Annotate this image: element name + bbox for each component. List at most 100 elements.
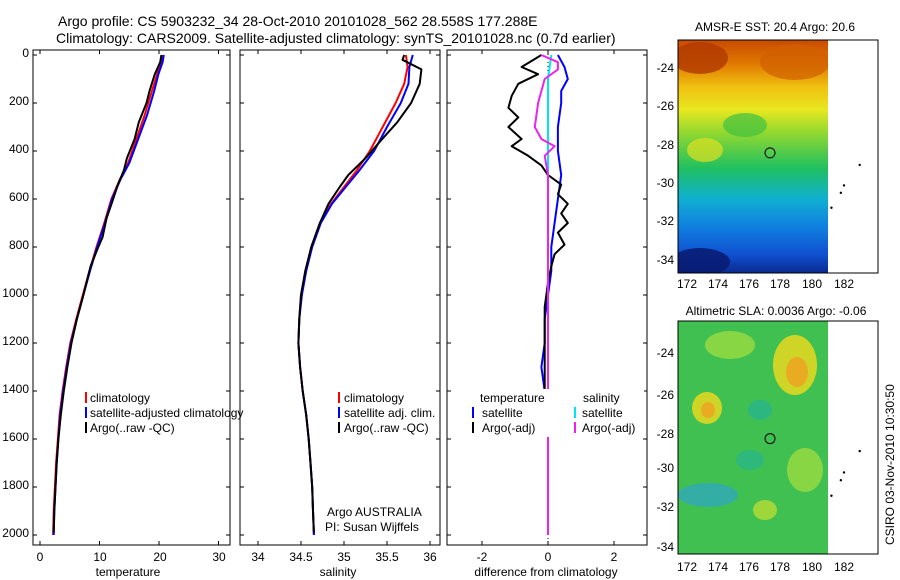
temp-xtick-0: 0 <box>37 550 44 564</box>
legend-swatch-argo <box>85 422 87 433</box>
sla-high-2-core <box>701 402 715 418</box>
sst-map-frame <box>677 39 879 274</box>
sla-xtick-172: 172 <box>677 560 697 574</box>
sla-xtick-174: 174 <box>708 560 728 574</box>
sst-ytick-26: -26 <box>657 99 675 113</box>
sla-map-title: Altimetric SLA: 0.0036 Argo: -0.06 <box>686 304 867 318</box>
sal-legend-climatology: climatology <box>344 391 404 405</box>
sst-warm-patch-2 <box>760 44 828 80</box>
legend-satellite-adjusted: satellite-adjusted climatology <box>90 406 243 420</box>
sla-y-tick-labels: -24 -26 -28 -30 -32 -34 <box>657 346 675 554</box>
salinity-profile-line-1 <box>297 54 414 536</box>
temp-xtick-30: 30 <box>212 550 226 564</box>
sal-legend-swatch-satellite <box>338 407 340 418</box>
sla-mid-2 <box>787 448 823 492</box>
sst-warm-patch <box>678 42 728 74</box>
sla-low-1 <box>678 483 738 507</box>
sst-ytick-28: -28 <box>657 138 675 152</box>
sla-x-tick-labels: 172 174 176 178 180 182 <box>677 560 854 574</box>
temperature-profile-line-1 <box>52 54 165 536</box>
sla-xtick-176: 176 <box>739 560 759 574</box>
sla-mid-1 <box>705 331 755 359</box>
sla-high-1-core <box>786 357 808 387</box>
sla-xtick-182: 182 <box>834 560 854 574</box>
sst-warm-eddy <box>687 138 723 162</box>
sal-xtick-34.5: 34.5 <box>289 550 313 564</box>
salinity-series <box>297 54 423 536</box>
ytick-0: 0 <box>22 46 29 60</box>
sla-islands <box>830 449 861 497</box>
sla-low-3 <box>736 450 764 470</box>
sst-xtick-182: 182 <box>834 277 854 291</box>
diff-legend-swatch-sal-sat <box>574 407 576 418</box>
salinity-profile-line-2 <box>297 54 423 533</box>
sla-ytick-26: -26 <box>657 388 675 402</box>
ytick-1000: 1000 <box>2 286 29 300</box>
ytick-1200: 1200 <box>2 334 29 348</box>
difference-axes <box>446 49 648 546</box>
ytick-1400: 1400 <box>2 382 29 396</box>
ytick-600: 600 <box>9 190 29 204</box>
ytick-2000: 2000 <box>2 526 29 540</box>
sst-xtick-176: 176 <box>739 277 759 291</box>
sst-islands <box>830 163 861 209</box>
sla-heatmap <box>678 321 828 554</box>
island-dot-3 <box>830 494 833 497</box>
temperature-series <box>52 54 165 536</box>
island-dot-1 <box>842 471 846 474</box>
sst-ytick-24: -24 <box>657 61 675 75</box>
temp-x-label: temperature <box>96 565 161 579</box>
sal-legend-swatch-argo <box>338 422 340 433</box>
diff-legend-bg <box>468 389 644 437</box>
sst-deep-blue <box>678 248 730 273</box>
footer-stamp: CSIRO 03-Nov-2010 10:30:50 <box>883 384 897 545</box>
island-dot-1 <box>842 184 846 187</box>
sst-ytick-30: -30 <box>657 176 675 190</box>
diff-x-label: difference from climatology <box>474 565 617 579</box>
sla-xtick-180: 180 <box>802 560 822 574</box>
sla-ytick-28: -28 <box>657 427 675 441</box>
legend-swatch-climatology <box>85 392 87 403</box>
temperature-x-tick-labels: 0 10 20 30 <box>37 550 226 564</box>
sst-xtick-174: 174 <box>708 277 728 291</box>
sal-xtick-35: 35 <box>337 550 351 564</box>
salinity-legend: climatology satellite adj. clim. Argo(..… <box>338 391 435 435</box>
legend-climatology: climatology <box>90 391 150 405</box>
sal-x-label: salinity <box>320 565 357 579</box>
difference-profile-line-1 <box>507 54 569 535</box>
sla-ytick-32: -32 <box>657 500 675 514</box>
sla-ytick-30: -30 <box>657 461 675 475</box>
pi-label: PI: Susan Wijffels <box>325 520 419 534</box>
sla-mid-3 <box>753 500 777 520</box>
depth-tick-labels: 0 200 400 600 800 1000 1200 1400 1600 18… <box>2 46 29 540</box>
diff-legend-swatch-sal-argo <box>574 422 576 433</box>
sla-float-marker <box>764 433 776 445</box>
sal-xtick-36: 36 <box>423 550 437 564</box>
argo-australia-label: Argo AUSTRALIA <box>327 505 422 519</box>
sal-xtick-35.5: 35.5 <box>375 550 399 564</box>
temp-xtick-20: 20 <box>153 550 167 564</box>
ytick-1800: 1800 <box>2 478 29 492</box>
sst-ytick-32: -32 <box>657 214 675 228</box>
ytick-400: 400 <box>9 142 29 156</box>
sal-xtick-34: 34 <box>251 550 265 564</box>
sst-y-tick-labels: -24 -26 -28 -30 -32 -34 <box>657 61 675 267</box>
diff-legend-swatch-temp-argo <box>472 422 474 433</box>
diff-legend-swatch-temp-sat <box>472 407 474 418</box>
sal-legend-argo: Argo(..raw -QC) <box>344 421 429 435</box>
island-dot-3 <box>830 206 833 209</box>
sst-cool-patch <box>723 113 767 137</box>
island-dot-0 <box>858 449 861 453</box>
difference-legend: temperature satellite Argo(-adj) salinit… <box>468 389 644 437</box>
sla-low-2 <box>748 400 772 420</box>
salinity-x-tick-labels: 34 34.5 35 35.5 36 <box>251 550 437 564</box>
salinity-axes <box>239 49 441 546</box>
diff-legend-salinity-title: salinity <box>583 391 620 405</box>
temp-xtick-10: 10 <box>93 550 107 564</box>
sst-heatmap <box>678 40 828 273</box>
diff-legend-sal-argo: Argo(-adj) <box>582 421 635 435</box>
diff-legend-temperature-title: temperature <box>480 391 545 405</box>
diff-legend-temp-argo: Argo(-adj) <box>482 421 535 435</box>
ytick-200: 200 <box>9 94 29 108</box>
sst-xtick-180: 180 <box>802 277 822 291</box>
